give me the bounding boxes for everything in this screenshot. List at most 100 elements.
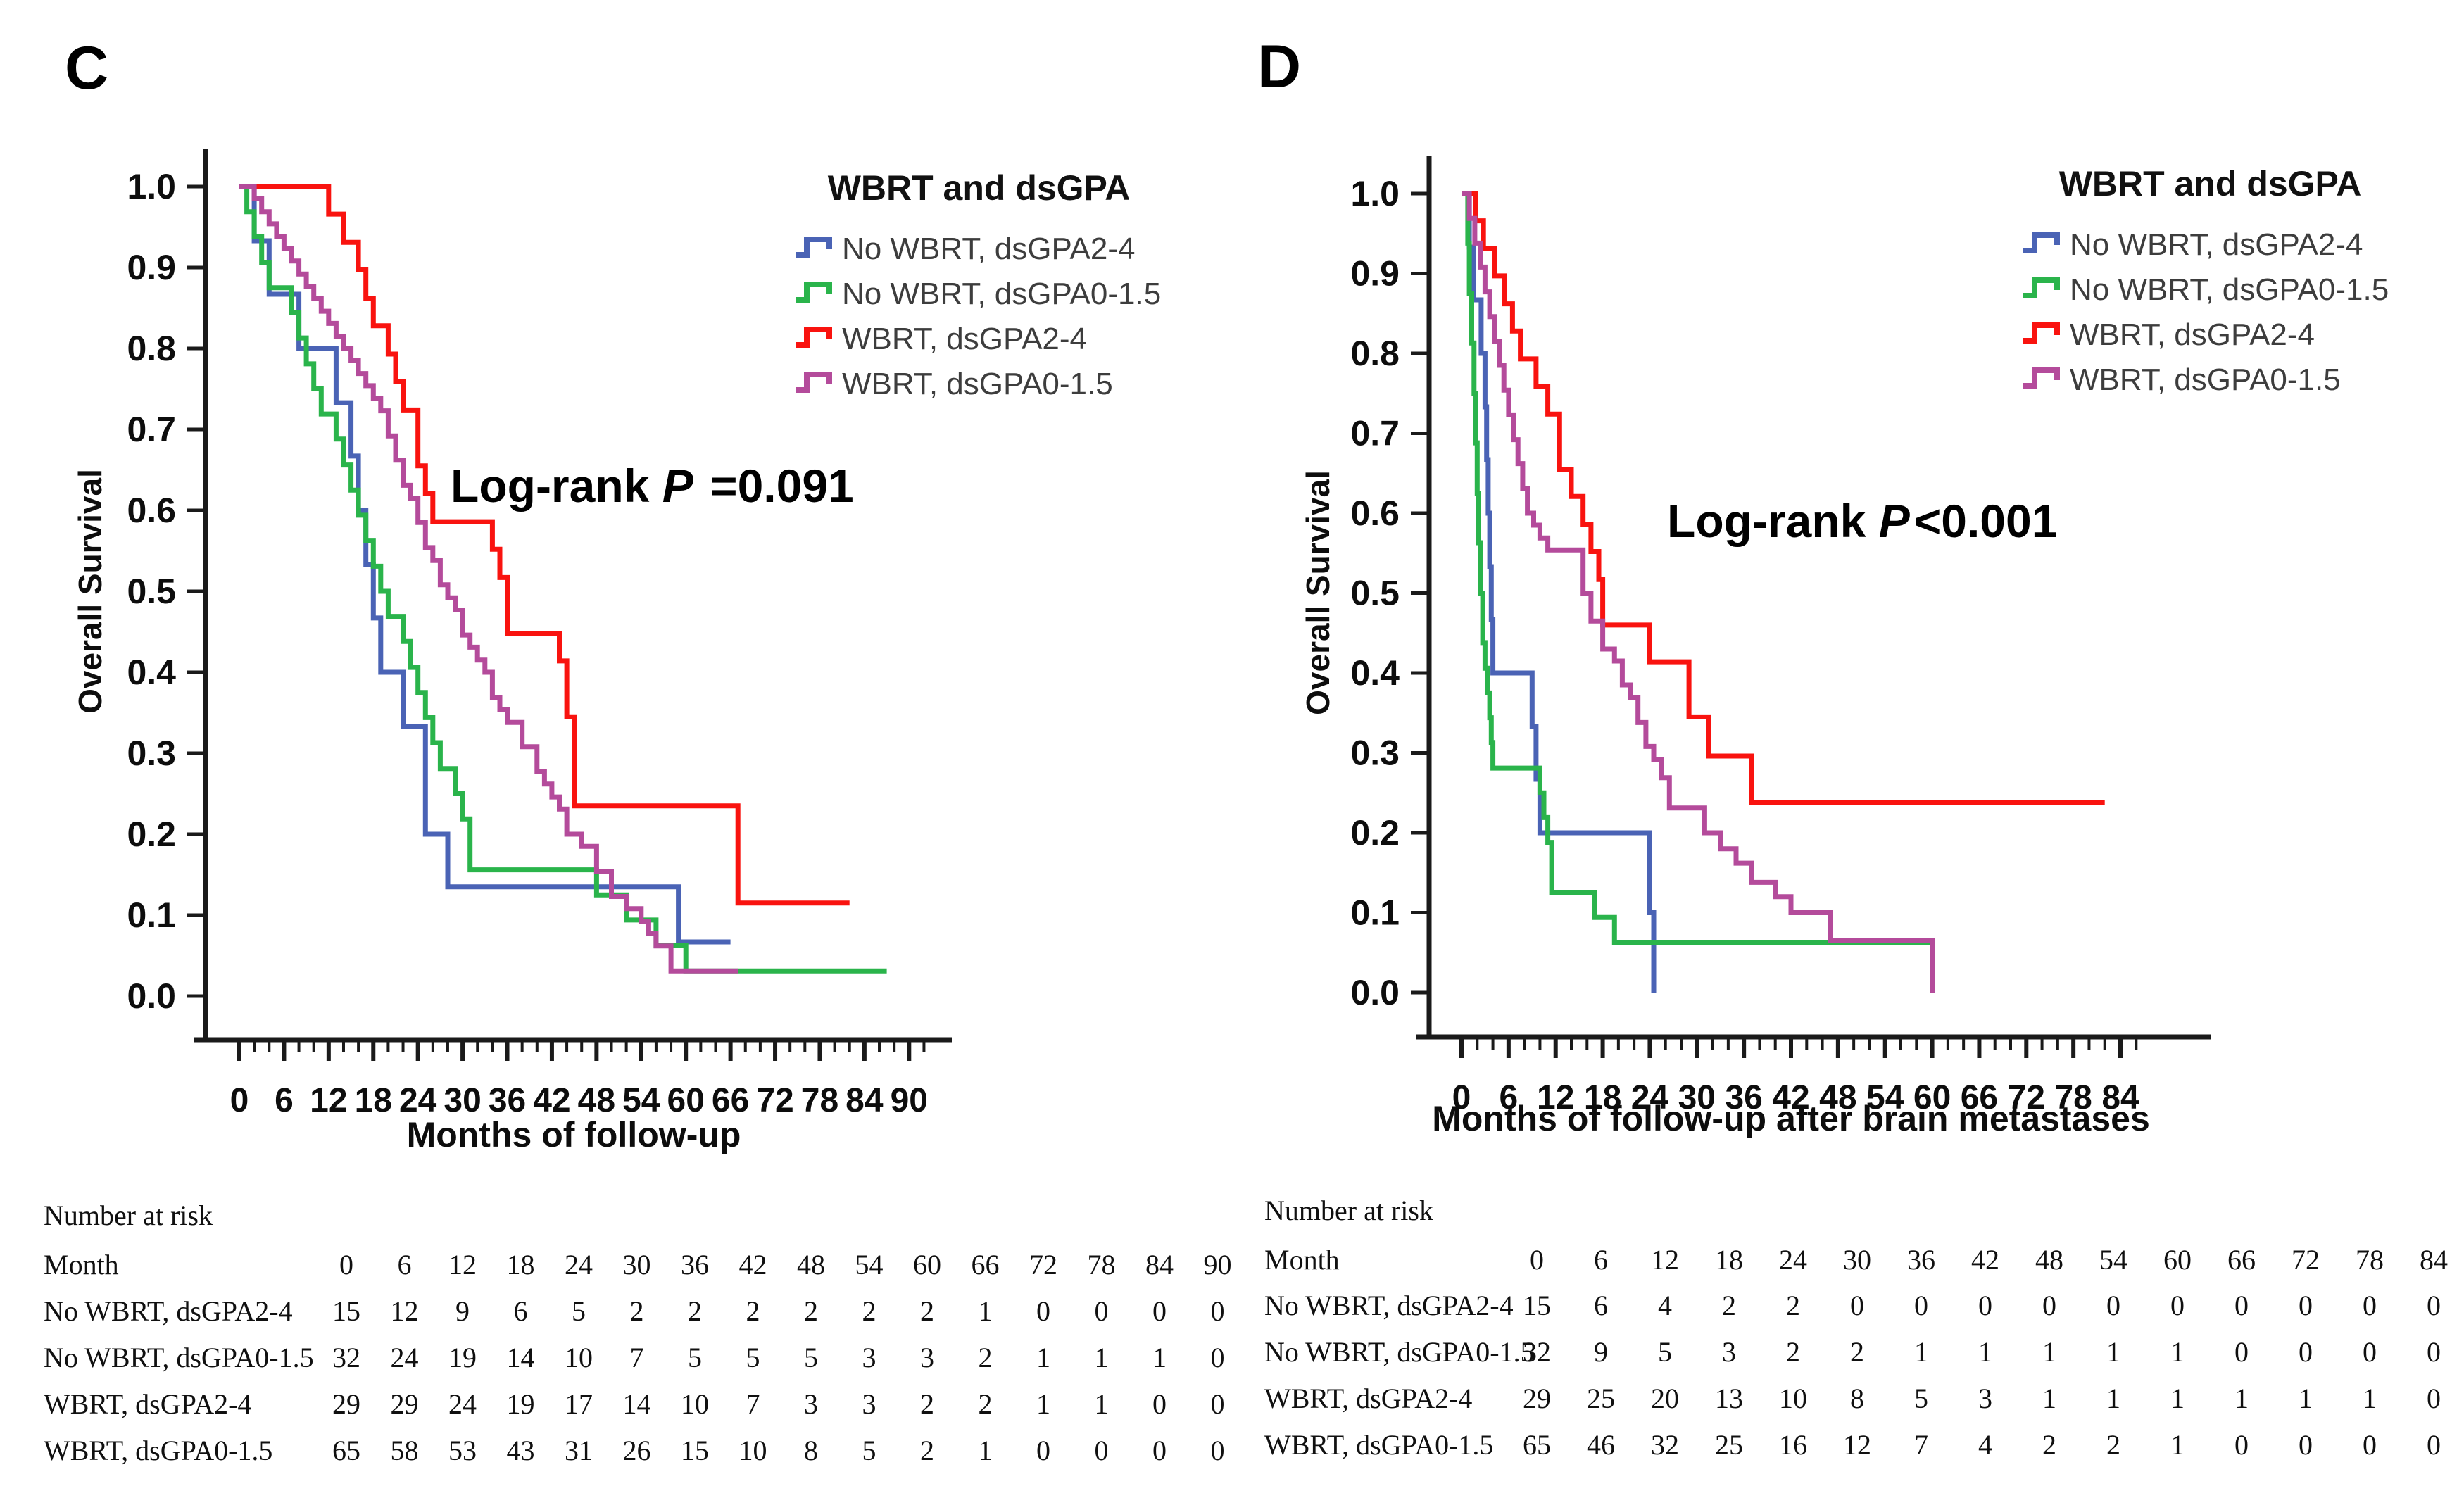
risk-count-value: 2	[920, 1435, 934, 1466]
risk-count-value: 31	[565, 1435, 593, 1466]
risk-count-value: 3	[862, 1342, 876, 1373]
risk-count-value: 2	[2106, 1429, 2120, 1461]
risk-count-value: 10	[565, 1342, 593, 1373]
x-tick-label: 24	[1631, 1079, 1669, 1116]
logrank-p-symbol: P	[1878, 495, 1910, 547]
risk-count-value: 2	[2042, 1429, 2056, 1461]
x-tick-label: 12	[310, 1082, 347, 1119]
x-tick-label: 48	[578, 1082, 615, 1119]
x-tick-label: 30	[444, 1082, 481, 1119]
y-tick-label: 0.1	[1350, 893, 1400, 933]
x-tick-label: 6	[275, 1082, 294, 1119]
legend-panel-c: WBRT and dsGPA No WBRT, dsGPA2-4 No WBRT,…	[794, 168, 1164, 407]
risk-count-value: 1	[2234, 1383, 2249, 1414]
legend-item-label: WBRT, dsGPA2-4	[842, 322, 1088, 356]
x-tick-label: 54	[1866, 1079, 1904, 1116]
risk-month-value: 18	[506, 1249, 535, 1280]
risk-count-value: 0	[2363, 1429, 2377, 1461]
risk-count-value: 2	[1722, 1290, 1736, 1321]
x-tick-label: 84	[2101, 1079, 2139, 1116]
risk-count-value: 3	[920, 1342, 934, 1373]
risk-month-value: 78	[2356, 1244, 2384, 1276]
risk-count-value: 0	[1152, 1435, 1167, 1466]
risk-count-value: 10	[738, 1435, 767, 1466]
panel-label-c: C	[65, 34, 109, 102]
risk-count-value: 0	[2427, 1290, 2441, 1321]
risk-count-value: 0	[1210, 1342, 1225, 1373]
risk-count-value: 1	[2106, 1383, 2120, 1414]
risk-count-value: 0	[2427, 1429, 2441, 1461]
risk-count-value: 1	[1094, 1388, 1109, 1420]
risk-count-value: 16	[1779, 1429, 1807, 1461]
risk-count-value: 9	[455, 1295, 470, 1327]
x-tick-label: 42	[533, 1082, 570, 1119]
risk-count-value: 2	[1786, 1336, 1800, 1368]
risk-month-value: 0	[339, 1249, 353, 1280]
risk-count-value: 0	[1094, 1435, 1109, 1466]
y-tick-label: 0.5	[1350, 574, 1400, 613]
legend-step-icon	[2022, 275, 2067, 306]
risk-month-value: 0	[1530, 1244, 1544, 1276]
risk-count-value: 5	[862, 1435, 876, 1466]
x-tick-label: 90	[891, 1082, 928, 1119]
y-tick-label: 0.2	[127, 814, 176, 854]
x-tick-label: 60	[667, 1082, 705, 1119]
risk-count-value: 2	[804, 1295, 818, 1327]
risk-count-value: 19	[506, 1388, 535, 1420]
x-tick-label: 12	[1537, 1079, 1574, 1116]
risk-count-value: 0	[2042, 1290, 2056, 1321]
risk-count-value: 25	[1715, 1429, 1743, 1461]
x-tick-label: 36	[1725, 1079, 1762, 1116]
y-tick-label: 0.4	[1350, 653, 1400, 693]
risk-count-value: 0	[2363, 1336, 2377, 1368]
risk-count-value: 2	[1786, 1290, 1800, 1321]
risk-count-value: 3	[1722, 1336, 1736, 1368]
km-curve-no-wbrt-dsgpa0-1-5	[239, 184, 887, 974]
risk-month-value: 60	[2163, 1244, 2192, 1276]
logrank-p-symbol: P	[662, 460, 693, 512]
risk-table-title: Number at risk	[44, 1200, 213, 1231]
legend-title: WBRT and dsGPA	[2058, 164, 2362, 203]
risk-count-value: 1	[2042, 1336, 2056, 1368]
legend-item: No WBRT, dsGPA2-4	[2022, 222, 2399, 268]
logrank-annotation-c: Log-rank P =0.091	[451, 459, 854, 512]
logrank-prefix: Log-rank	[1667, 495, 1879, 547]
y-tick-label: 0.6	[127, 491, 176, 530]
risk-count-value: 32	[332, 1342, 360, 1373]
risk-count-value: 0	[2299, 1429, 2313, 1461]
risk-month-value: 24	[565, 1249, 593, 1280]
risk-count-value: 9	[1594, 1336, 1608, 1368]
risk-count-value: 5	[572, 1295, 586, 1327]
y-tick-label: 0.9	[1350, 254, 1400, 294]
risk-count-value: 5	[1914, 1383, 1928, 1414]
risk-count-value: 24	[390, 1342, 419, 1373]
y-tick-label: 0.0	[1350, 973, 1400, 1012]
risk-month-value: 36	[1907, 1244, 1935, 1276]
legend-item: WBRT, dsGPA2-4	[2022, 313, 2399, 358]
risk-count-value: 1	[1152, 1342, 1167, 1373]
risk-count-value: 0	[2170, 1290, 2185, 1321]
legend-item-label: No WBRT, dsGPA2-4	[2070, 227, 2363, 262]
risk-table-title: Number at risk	[1264, 1195, 1433, 1226]
legend-step-icon	[2022, 320, 2067, 351]
km-curve-no-wbrt-dsgpa0-1-5	[1462, 191, 1932, 945]
risk-count-value: 0	[2106, 1290, 2120, 1321]
legend-panel-d: WBRT and dsGPA No WBRT, dsGPA2-4 No WBRT,…	[2022, 163, 2399, 403]
risk-month-value: 54	[855, 1249, 884, 1280]
km-curve-wbrt-dsgpa0-1-5	[1462, 191, 1935, 993]
risk-row-label: WBRT, dsGPA2-4	[44, 1388, 252, 1420]
y-tick-label: 0.8	[127, 329, 176, 368]
risk-count-value: 5	[1658, 1336, 1672, 1368]
legend-step-icon	[794, 234, 839, 265]
risk-count-value: 3	[804, 1388, 818, 1420]
risk-count-value: 26	[622, 1435, 651, 1466]
legend-item-label: No WBRT, dsGPA2-4	[842, 232, 1136, 266]
risk-count-value: 17	[565, 1388, 593, 1420]
risk-count-value: 6	[513, 1295, 528, 1327]
risk-count-value: 0	[2363, 1290, 2377, 1321]
risk-count-value: 8	[804, 1435, 818, 1466]
risk-count-value: 0	[1850, 1290, 1864, 1321]
risk-month-value: 72	[1029, 1249, 1057, 1280]
risk-count-value: 29	[1523, 1383, 1551, 1414]
